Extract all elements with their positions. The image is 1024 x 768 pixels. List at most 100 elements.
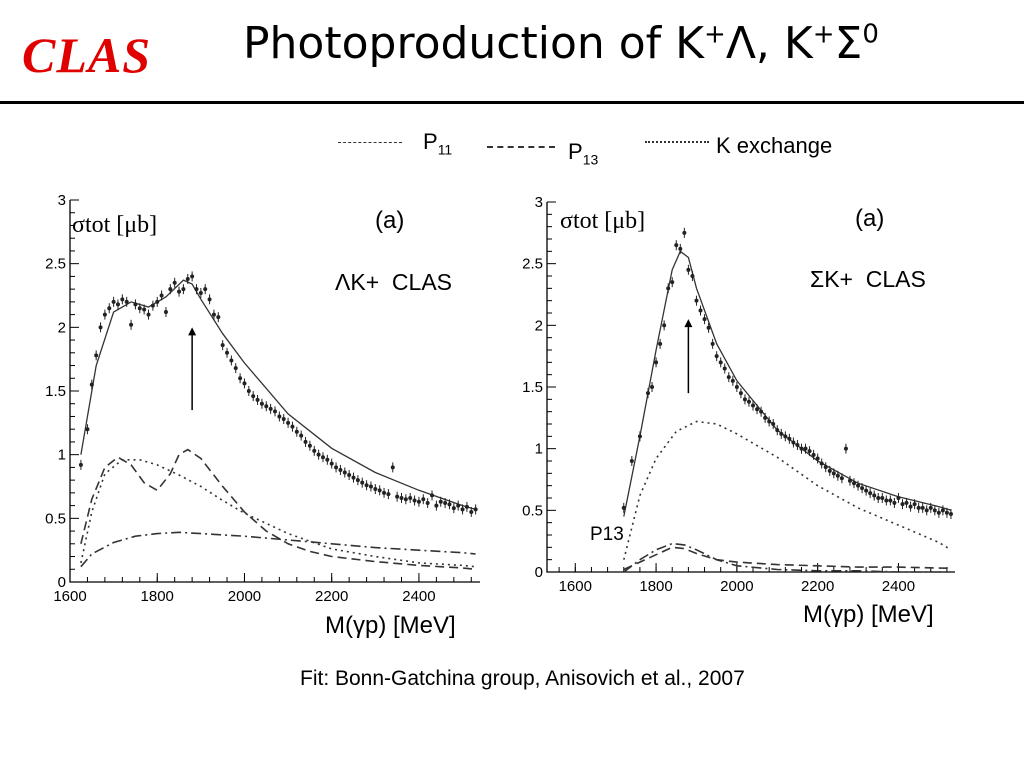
lambda-data-point (373, 484, 378, 495)
lambda-data-point (355, 475, 360, 486)
lambda-data-point (460, 504, 465, 515)
sigma-data-point (936, 507, 941, 518)
lambda-data-point (246, 386, 251, 396)
lambda-data-point (425, 498, 430, 509)
sigma-data-point (876, 493, 881, 503)
lambda-curve-p11 (80, 531, 476, 568)
sigma-data-point (755, 404, 760, 415)
lambda-x-axis-label: M(γp) [MeV] (325, 612, 456, 639)
lambda-data-point (421, 494, 426, 505)
sigma-data-point (831, 468, 836, 479)
sigma-xtick-label: 1800 (639, 578, 672, 595)
lambda-data-point (281, 414, 286, 425)
sigma-data-point (690, 271, 695, 281)
sigma-data-point (864, 485, 869, 496)
clas-logo: CLAS (22, 27, 152, 83)
sigma-data-point (860, 483, 865, 494)
lambda-data-point (469, 506, 474, 517)
sigma-data-point (746, 396, 751, 407)
sigma-data-point (940, 505, 945, 516)
sigma-data-point (763, 412, 768, 423)
sigma-xtick-label: 1600 (559, 578, 592, 595)
lambda-data-point (146, 309, 151, 320)
sigma-axes (546, 202, 955, 573)
lambda-curve-k-exchange (80, 458, 476, 568)
lambda-data-point (329, 458, 334, 469)
sigma-data-point (771, 419, 776, 429)
sigma-data-point (702, 314, 707, 325)
sigma-reaction-label: ΣK+ CLAS (810, 266, 926, 292)
sigma-data-point (912, 499, 917, 510)
lambda-data-point (259, 398, 264, 409)
lambda-data-point (303, 436, 308, 447)
lambda-data-point (430, 490, 435, 501)
sigma-data-point (718, 357, 723, 368)
sigma-data-point (759, 406, 764, 417)
lambda-data-point (229, 355, 234, 366)
title-mid-2: Σ (834, 18, 863, 69)
sigma-data-point (670, 277, 675, 288)
lambda-xtick-label: 1600 (53, 588, 86, 605)
sigma-data-point (650, 382, 655, 392)
sigma-curve-p13 (623, 546, 952, 571)
lambda-data-point (286, 417, 291, 428)
sigma-data-point (645, 388, 650, 399)
lambda-data-point (264, 401, 269, 412)
lambda-data-point (290, 421, 295, 432)
lambda-data-point (434, 500, 439, 511)
lambda-data-point (94, 350, 99, 361)
lambda-data-point (360, 477, 365, 488)
sigma-data-point (884, 495, 889, 506)
sigma-data-point (738, 388, 743, 399)
sigma-data-point (698, 305, 703, 316)
lambda-ytick-label: 1 (58, 447, 66, 464)
lambda-data-point (364, 480, 369, 491)
sigma-data-point (896, 493, 901, 503)
lambda-data-point (416, 496, 421, 507)
sigma-data-point (621, 502, 626, 513)
page-title: Photoproduction of K+Λ, K+Σ0 (243, 18, 879, 69)
lambda-data-point (312, 445, 317, 456)
lambda-data-point (347, 470, 352, 481)
sigma-data-point (835, 470, 840, 481)
lambda-data-point (325, 454, 330, 465)
lambda-data-point (225, 347, 230, 358)
sigma-data-point (839, 473, 844, 484)
sigma-data-point (742, 394, 747, 405)
legend-p13-text: P (568, 139, 583, 164)
sigma-data-point (847, 475, 852, 486)
sigma-ytick-label: 2.5 (522, 256, 543, 273)
lambda-data-point (111, 296, 116, 307)
sigma-data-point (791, 437, 796, 448)
lambda-data-point (233, 363, 238, 374)
lambda-data-point (203, 284, 208, 295)
lambda-data-point (168, 284, 173, 295)
sigma-data-point (815, 453, 820, 464)
sigma-data-point (795, 439, 800, 450)
lambda-data-point (124, 296, 129, 307)
sigma-data-point (787, 433, 792, 444)
sigma-ytick-label: 0.5 (522, 502, 543, 519)
sigma-x-axis-label: M(γp) [MeV] (803, 601, 934, 628)
lambda-data-point (216, 312, 221, 323)
lambda-data-point (255, 394, 260, 405)
lambda-data-point (251, 391, 256, 402)
sigma-data-point (892, 497, 897, 508)
sigma-data-point (666, 283, 671, 294)
lambda-data-point (198, 287, 203, 298)
sigma-data-point (928, 502, 933, 513)
sigma-data-point (932, 505, 937, 516)
title-divider (0, 101, 1024, 104)
sigma-data-point (674, 240, 679, 251)
lambda-xtick-label: 1800 (141, 588, 174, 605)
sigma-data-point (916, 502, 921, 513)
lambda-data-point (456, 500, 461, 511)
sigma-ytick-label: 2 (535, 317, 543, 334)
lambda-data-point (85, 424, 90, 435)
sigma-data-point (900, 499, 905, 510)
sigma-data-point (662, 320, 667, 331)
lambda-xtick-label: 2200 (315, 588, 348, 605)
lambda-arrow (188, 327, 197, 411)
sigma-data-point (726, 372, 731, 383)
lambda-data-point (238, 373, 243, 384)
